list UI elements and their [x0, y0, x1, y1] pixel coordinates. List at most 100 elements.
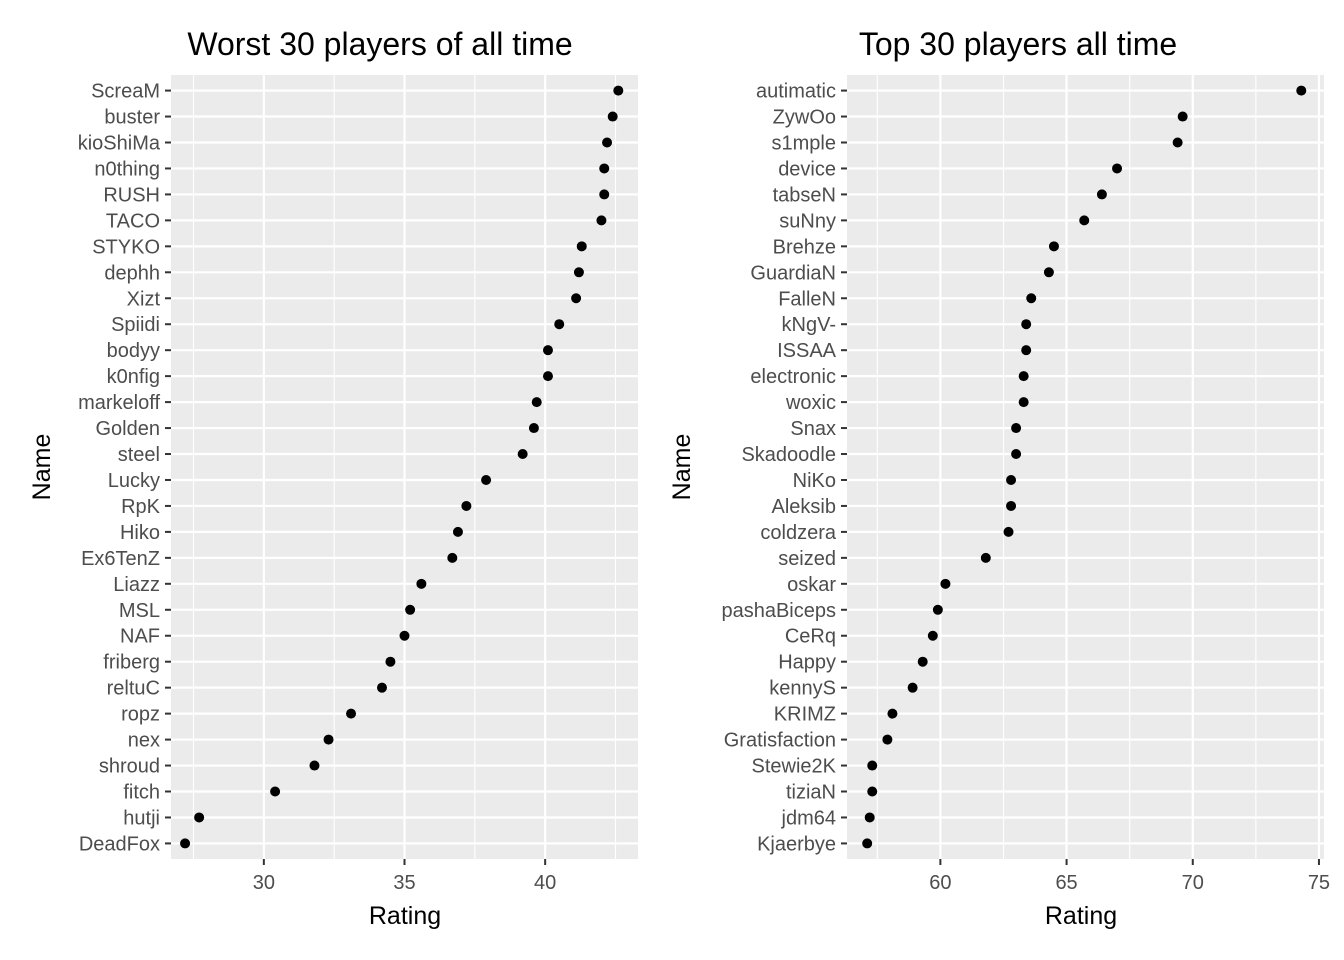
x-axis: 60 65 70 75 [929, 859, 1330, 894]
data-point [416, 578, 427, 589]
y-tick-label: bodyy [107, 340, 160, 362]
y-tick-label: MSL [119, 600, 160, 622]
x-axis: 30 35 40 [253, 859, 556, 894]
y-tick-label: Snax [790, 418, 836, 440]
data-point [980, 552, 991, 563]
data-point [1026, 293, 1037, 304]
y-tick-label: tiziaN [786, 782, 836, 804]
y-tick-label: fitch [123, 782, 160, 804]
data-point [531, 397, 542, 408]
y-tick-label: Stewie2K [752, 756, 837, 778]
y-tick-label: Lucky [108, 470, 160, 492]
y-tick-label: seized [778, 548, 836, 570]
y-tick-label: tabseN [773, 184, 836, 206]
y-tick-label: hutji [123, 807, 160, 829]
y-tick-label: ISSAA [777, 340, 837, 362]
y-tick-label: k0nfig [107, 366, 160, 388]
y-tick-label: dephh [104, 262, 160, 284]
chart-title: Top 30 players all time [859, 26, 1177, 62]
x-tick-label: 60 [929, 872, 951, 894]
y-tick-label: kioShiMa [78, 132, 161, 154]
data-point [1003, 526, 1014, 537]
plot-panel [847, 75, 1324, 859]
x-tick-label: 40 [534, 872, 556, 894]
data-point [405, 604, 416, 615]
data-point [385, 656, 396, 667]
y-tick-label: Kjaerbye [757, 833, 836, 855]
y-tick-label: Golden [96, 418, 161, 440]
y-tick-label: nex [128, 730, 160, 752]
data-point [528, 423, 539, 434]
y-tick-label: GuardiaN [750, 262, 836, 284]
data-point [1112, 163, 1123, 174]
y-tick-label: autimatic [756, 81, 836, 103]
y-tick-label: TACO [106, 210, 160, 232]
y-tick-label: electronic [750, 366, 836, 388]
data-point [917, 656, 928, 667]
data-point [1006, 500, 1017, 511]
data-point [323, 734, 334, 745]
chart-title: Worst 30 players of all time [187, 26, 572, 62]
data-point [270, 786, 281, 797]
y-tick-label: Skadoodle [741, 444, 836, 466]
y-tick-label: Brehze [773, 236, 836, 258]
y-tick-label: Liazz [113, 574, 160, 596]
data-point [607, 111, 618, 122]
y-tick-label: pashaBiceps [721, 600, 836, 622]
y-tick-label: jdm64 [781, 807, 836, 829]
y-tick-label: device [778, 158, 836, 180]
y-tick-label: n0thing [94, 158, 160, 180]
data-point [461, 500, 472, 511]
y-tick-label: suNny [779, 210, 836, 232]
y-tick-label: Hiko [120, 522, 160, 544]
y-tick-label: oskar [787, 574, 836, 596]
x-tick-label: 70 [1182, 872, 1204, 894]
data-point [571, 293, 582, 304]
data-point [554, 319, 565, 330]
data-point [1172, 137, 1183, 148]
gridlines [171, 75, 638, 859]
data-point [882, 734, 893, 745]
data-point [542, 345, 553, 356]
y-tick-label: kNgV- [782, 314, 836, 336]
y-tick-label: reltuC [107, 678, 160, 700]
y-axis-title: Name [28, 434, 56, 501]
y-tick-label: ScreaM [91, 81, 160, 103]
data-point [576, 241, 587, 252]
y-tick-label: Gratisfaction [724, 730, 836, 752]
worst-30-players-chart: Worst 30 players of all time ScreaM buste… [28, 26, 638, 930]
data-point [887, 708, 898, 719]
data-point [1296, 85, 1307, 96]
x-tick-label: 65 [1055, 872, 1077, 894]
y-tick-label: KRIMZ [774, 704, 836, 726]
data-point [1079, 215, 1090, 226]
y-tick-label: Ex6TenZ [81, 548, 160, 570]
y-tick-label: Aleksib [772, 496, 836, 518]
data-point [599, 163, 610, 174]
x-axis-title: Rating [1045, 902, 1117, 930]
data-point [376, 682, 387, 693]
data-point [867, 760, 878, 771]
data-point [517, 449, 528, 460]
data-point [1048, 241, 1059, 252]
y-tick-label: NiKo [793, 470, 836, 492]
y-tick-label: DeadFox [79, 833, 160, 855]
y-tick-label: NAF [120, 626, 160, 648]
data-point [864, 812, 875, 823]
data-point [452, 526, 463, 537]
x-tick-label: 75 [1308, 872, 1330, 894]
y-tick-label: ZywOo [773, 107, 836, 129]
data-point [927, 630, 938, 641]
data-point [599, 189, 610, 200]
top-30-players-chart: Top 30 players all time autimatic ZywOo s1… [668, 26, 1330, 930]
data-point [1021, 319, 1032, 330]
y-tick-label: Xizt [127, 288, 161, 310]
data-point [907, 682, 918, 693]
x-axis-title: Rating [369, 902, 441, 930]
x-tick-label: 30 [253, 872, 275, 894]
data-point [862, 838, 873, 849]
y-tick-label: woxic [785, 392, 836, 414]
data-point [542, 371, 553, 382]
data-point [596, 215, 607, 226]
data-point [1021, 345, 1032, 356]
